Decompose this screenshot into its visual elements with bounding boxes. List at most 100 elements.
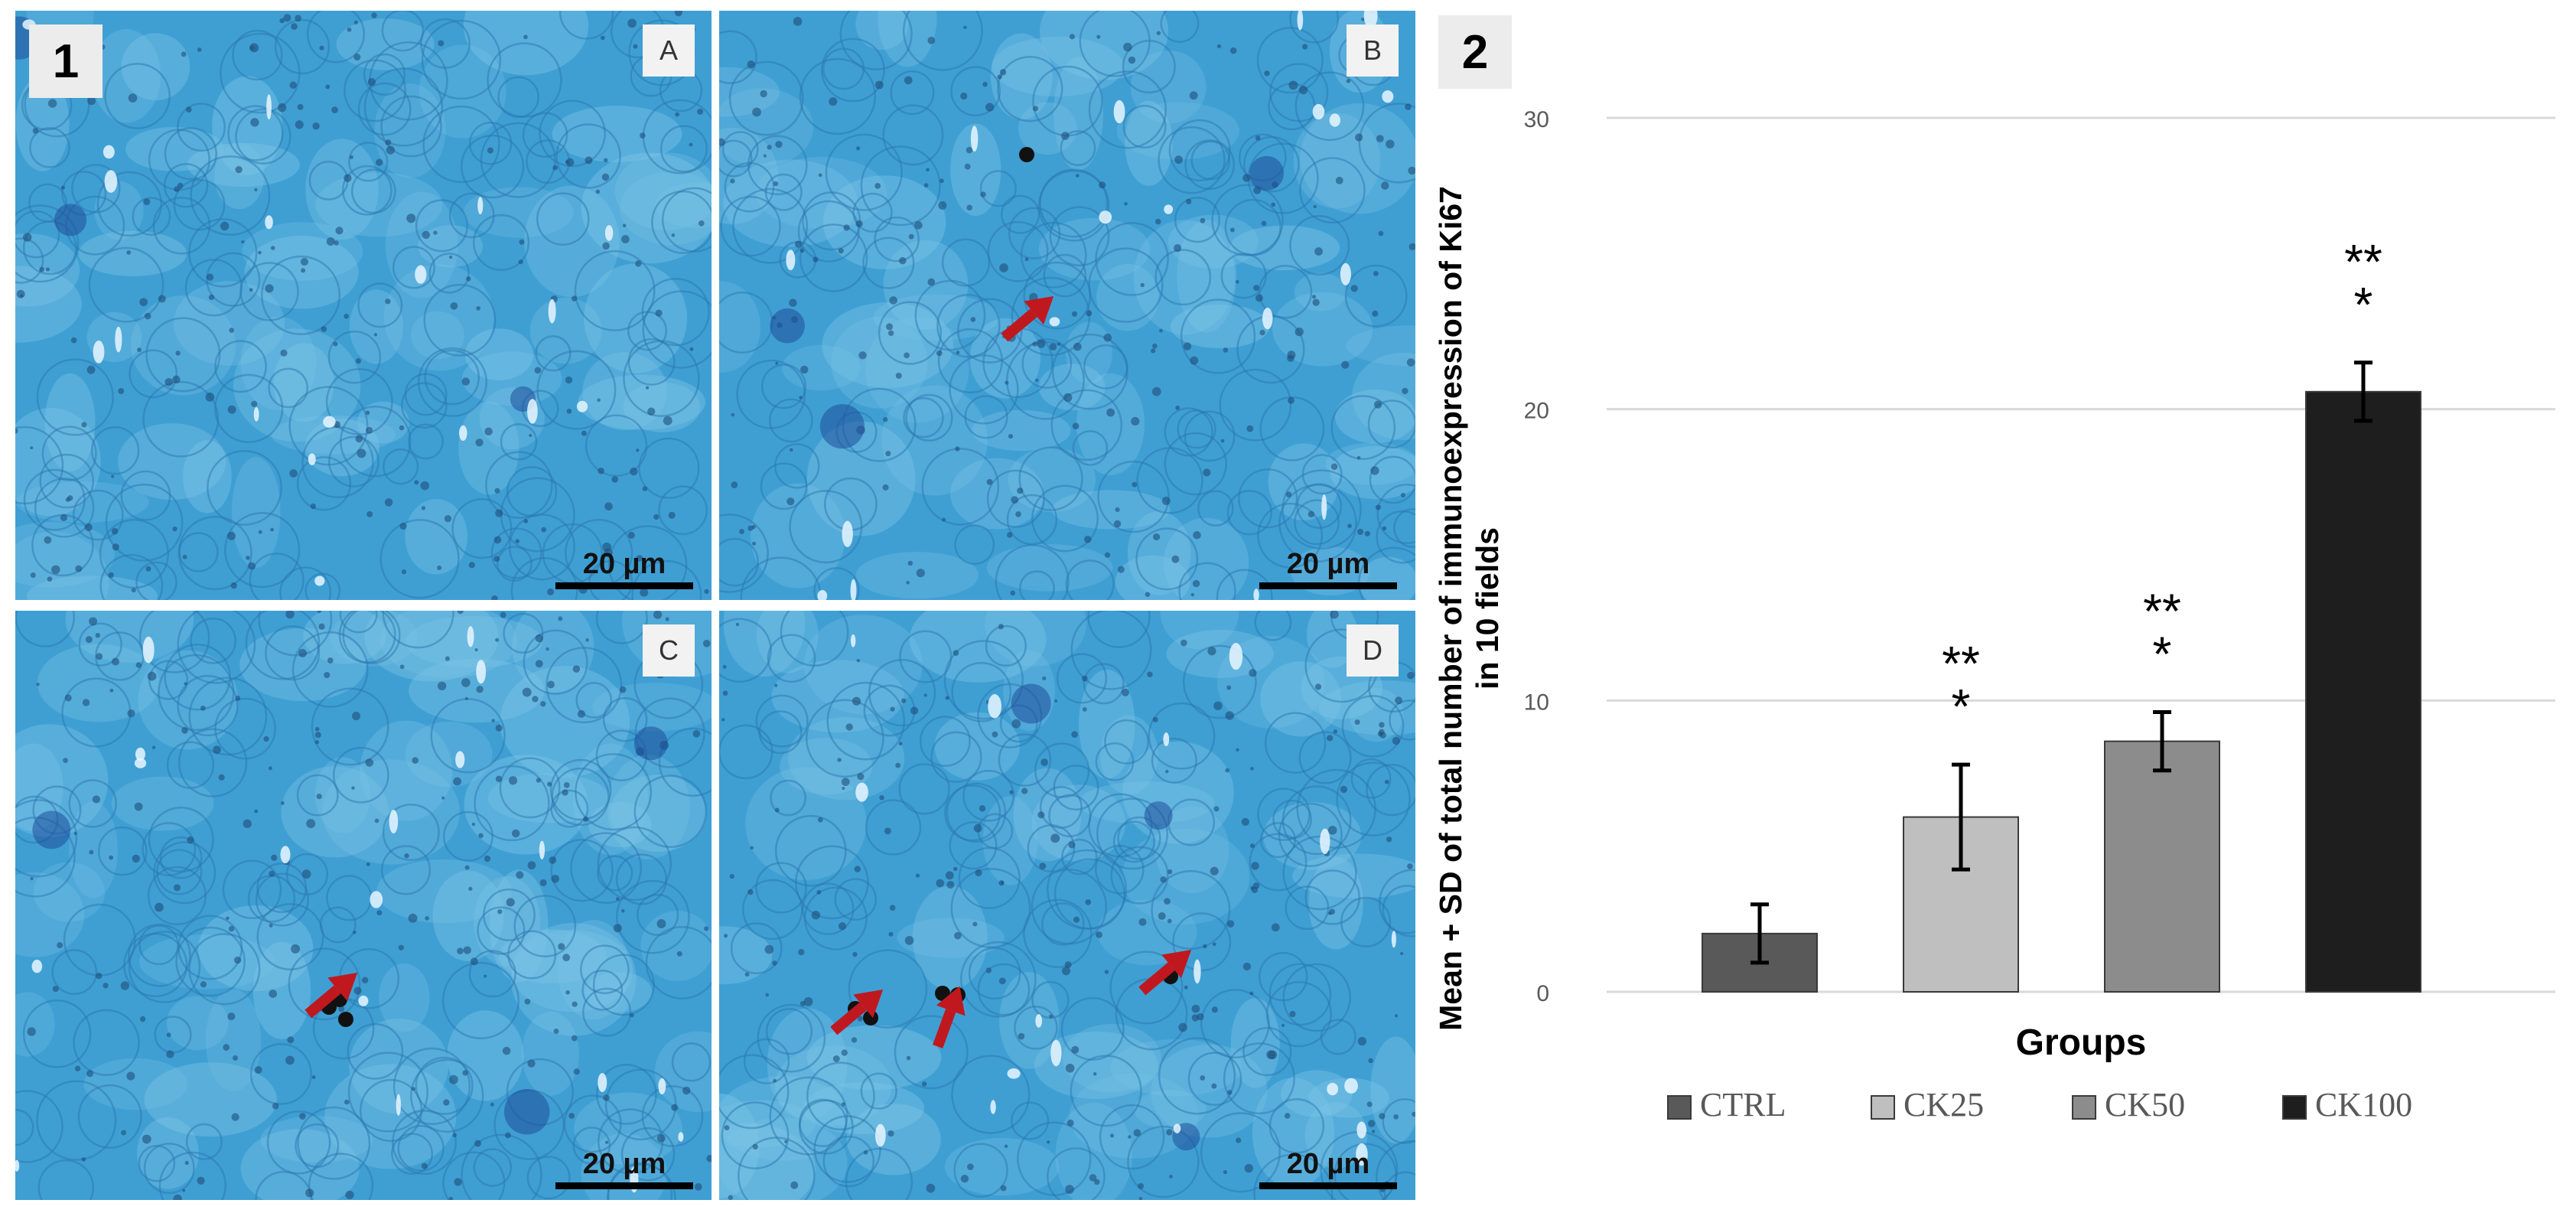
cell-outline [1008, 207, 1061, 259]
nucleus [338, 1006, 345, 1012]
cell-outline [951, 1055, 1031, 1134]
cell-outline [308, 1153, 374, 1200]
nucleus [674, 11, 682, 17]
nucleus [111, 657, 120, 666]
nucleus [466, 276, 471, 282]
nucleus [1407, 863, 1413, 869]
lumen [115, 326, 122, 353]
nucleus [1327, 911, 1332, 915]
cell-outline [72, 489, 124, 541]
tissue-patch [806, 1025, 942, 1091]
nucleus [39, 266, 45, 272]
lumen [874, 1123, 886, 1147]
tissue-patch [511, 930, 633, 1012]
cell-outline [1148, 702, 1216, 770]
nucleus [197, 47, 202, 52]
nucleus [999, 69, 1007, 76]
nucleus [1314, 247, 1323, 256]
cell-outline [1011, 1101, 1050, 1140]
nucleus [1166, 1129, 1173, 1136]
cell-outline [997, 55, 1063, 122]
cell-outline [1001, 194, 1040, 234]
cell-outline [392, 1110, 458, 1176]
cell-outline [328, 435, 379, 487]
cell-outline [671, 1042, 712, 1082]
nucleus [468, 562, 476, 569]
cell-outline [338, 611, 396, 664]
nucleus [1065, 1185, 1074, 1195]
nucleus [640, 132, 646, 139]
tissue-patch [205, 989, 262, 1092]
cell-outline [953, 1143, 1008, 1198]
nucleus [184, 682, 187, 686]
nucleus [235, 695, 241, 701]
cell-outline [1257, 502, 1324, 569]
nucleus [366, 426, 373, 434]
nucleus [64, 694, 72, 702]
cell-outline [894, 1015, 969, 1090]
nucleus [845, 723, 853, 731]
nucleus [910, 706, 919, 715]
cell-outline [1005, 341, 1085, 420]
nucleus [1151, 386, 1161, 396]
cell-outline [1127, 1125, 1200, 1198]
nucleus [1004, 1144, 1008, 1148]
cell-outline [860, 145, 941, 227]
nucleus [1082, 706, 1087, 712]
nucleus [205, 392, 215, 402]
nucleus [751, 524, 756, 530]
panel-number-1: 1 [29, 24, 103, 98]
nucleus [1186, 198, 1192, 205]
cell-outline [848, 949, 928, 1029]
nucleus [926, 1183, 936, 1193]
cell-outline [185, 1123, 223, 1160]
nucleus [500, 611, 506, 618]
nucleus [577, 709, 585, 718]
nucleus [1384, 779, 1389, 784]
tissue-patch [787, 717, 905, 801]
tissue-patch [137, 1117, 199, 1189]
nucleus [1355, 133, 1363, 142]
nucleus [353, 930, 357, 934]
nucleus [973, 823, 982, 833]
nucleus [484, 427, 493, 436]
cell-outline [311, 687, 389, 766]
tissue-patch [138, 934, 275, 990]
nucleus [1220, 439, 1225, 443]
nucleus [966, 204, 972, 211]
cell-outline [602, 697, 648, 742]
cell-outline [138, 611, 210, 673]
nucleus [547, 680, 555, 689]
cell-outline [1369, 455, 1415, 504]
nucleus [874, 183, 881, 189]
cell-outline [1070, 1055, 1142, 1127]
cell-outline [620, 1127, 676, 1182]
nucleus [220, 221, 230, 231]
nucleus [438, 40, 445, 47]
cell-outline [941, 238, 991, 287]
nucleus [213, 745, 221, 755]
lumen [396, 1094, 401, 1116]
nucleus [515, 539, 520, 543]
cell-outline [852, 192, 893, 233]
nucleus [475, 439, 484, 447]
nucleus [1191, 1004, 1200, 1013]
nucleus [1373, 400, 1382, 409]
cell-outline [1168, 119, 1231, 181]
nucleus [1190, 356, 1199, 365]
tissue-patch [214, 142, 265, 210]
nucleus [838, 922, 847, 931]
cell-outline [443, 810, 493, 862]
tissue-patch [212, 76, 283, 175]
nucleus [445, 656, 450, 661]
nucleus [96, 653, 103, 660]
cell-outline [1197, 490, 1234, 527]
cell-outline [1095, 844, 1145, 895]
nucleus [747, 889, 754, 895]
lumen [817, 590, 828, 600]
nucleus [1327, 826, 1337, 835]
nucleus [1335, 176, 1343, 184]
cell-outline [266, 1110, 331, 1175]
cell-outline [1041, 902, 1085, 946]
nucleus [535, 634, 544, 643]
